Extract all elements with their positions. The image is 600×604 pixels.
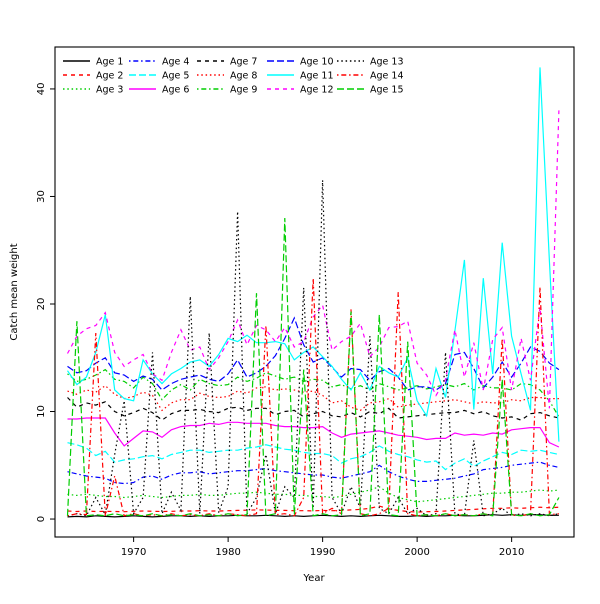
legend-item-age-6: Age 6 bbox=[129, 85, 189, 96]
legend-label: Age 3 bbox=[96, 85, 123, 96]
legend-label: Age 8 bbox=[230, 71, 257, 82]
series-line-age-4 bbox=[67, 461, 560, 485]
series-line-age-13 bbox=[67, 180, 560, 517]
x-tick-label: 1990 bbox=[310, 547, 335, 558]
legend-label: Age 4 bbox=[162, 57, 189, 68]
series-line-age-8 bbox=[67, 384, 559, 412]
legend-item-age-9: Age 9 bbox=[197, 85, 257, 96]
y-tick-label: 0 bbox=[36, 516, 47, 522]
legend-label: Age 12 bbox=[300, 85, 333, 96]
x-tick-label: 2000 bbox=[404, 547, 429, 558]
legend-item-age-15: Age 15 bbox=[337, 85, 403, 96]
plot-border bbox=[54, 46, 575, 538]
legend-label: Age 11 bbox=[300, 71, 333, 82]
legend-item-age-10: Age 10 bbox=[267, 57, 333, 68]
series-line-age-2 bbox=[67, 505, 559, 513]
axis-ticks: 1970 1980 1990 2000 2010 0 10 20 30 40 bbox=[36, 83, 524, 558]
legend-item-age-5: Age 5 bbox=[129, 71, 189, 82]
legend-item-age-12: Age 12 bbox=[267, 85, 333, 96]
legend-item-age-7: Age 7 bbox=[197, 57, 257, 68]
legend-item-age-3: Age 3 bbox=[63, 85, 123, 96]
series-line-age-10 bbox=[67, 316, 560, 391]
legend: Age 1 Age 2 Age 3 Age 4 Age 5 Age 6 Age 7 Age 8… bbox=[63, 57, 403, 96]
legend-item-age-4: Age 4 bbox=[129, 57, 189, 68]
series-line-age-5 bbox=[67, 442, 560, 471]
legend-label: Age 14 bbox=[370, 71, 403, 82]
x-tick-label: 1970 bbox=[121, 547, 146, 558]
series-line-age-14 bbox=[67, 278, 559, 517]
series-lines bbox=[66, 67, 560, 518]
legend-label: Age 1 bbox=[96, 57, 123, 68]
legend-item-age-2: Age 2 bbox=[63, 71, 123, 82]
y-tick-label: 10 bbox=[36, 405, 47, 418]
y-tick-label: 30 bbox=[36, 190, 47, 203]
legend-label: Age 10 bbox=[300, 57, 333, 68]
y-axis-title: Catch mean weight bbox=[9, 243, 20, 340]
series-line-age-12 bbox=[66, 110, 560, 409]
legend-label: Age 7 bbox=[230, 57, 257, 68]
legend-label: Age 15 bbox=[370, 85, 403, 96]
x-tick-label: 2010 bbox=[499, 547, 524, 558]
legend-label: Age 5 bbox=[162, 71, 189, 82]
legend-item-age-1: Age 1 bbox=[63, 57, 123, 68]
y-tick-label: 20 bbox=[36, 298, 47, 311]
legend-item-age-13: Age 13 bbox=[337, 57, 403, 68]
series-line-age-7 bbox=[67, 397, 560, 421]
legend-label: Age 13 bbox=[370, 57, 403, 68]
legend-item-age-8: Age 8 bbox=[197, 71, 257, 82]
legend-label: Age 9 bbox=[230, 85, 257, 96]
y-tick-label: 40 bbox=[36, 83, 47, 96]
legend-item-age-14: Age 14 bbox=[337, 71, 403, 82]
legend-label: Age 2 bbox=[96, 71, 123, 82]
x-tick-label: 1980 bbox=[215, 547, 240, 558]
series-line-age-3 bbox=[67, 486, 559, 503]
series-line-age-15 bbox=[66, 217, 560, 517]
legend-label: Age 6 bbox=[162, 85, 189, 96]
x-axis-title: Year bbox=[302, 573, 325, 584]
series-line-age-11 bbox=[67, 67, 560, 442]
series-line-age-6 bbox=[67, 417, 560, 448]
legend-item-age-11: Age 11 bbox=[267, 71, 333, 82]
